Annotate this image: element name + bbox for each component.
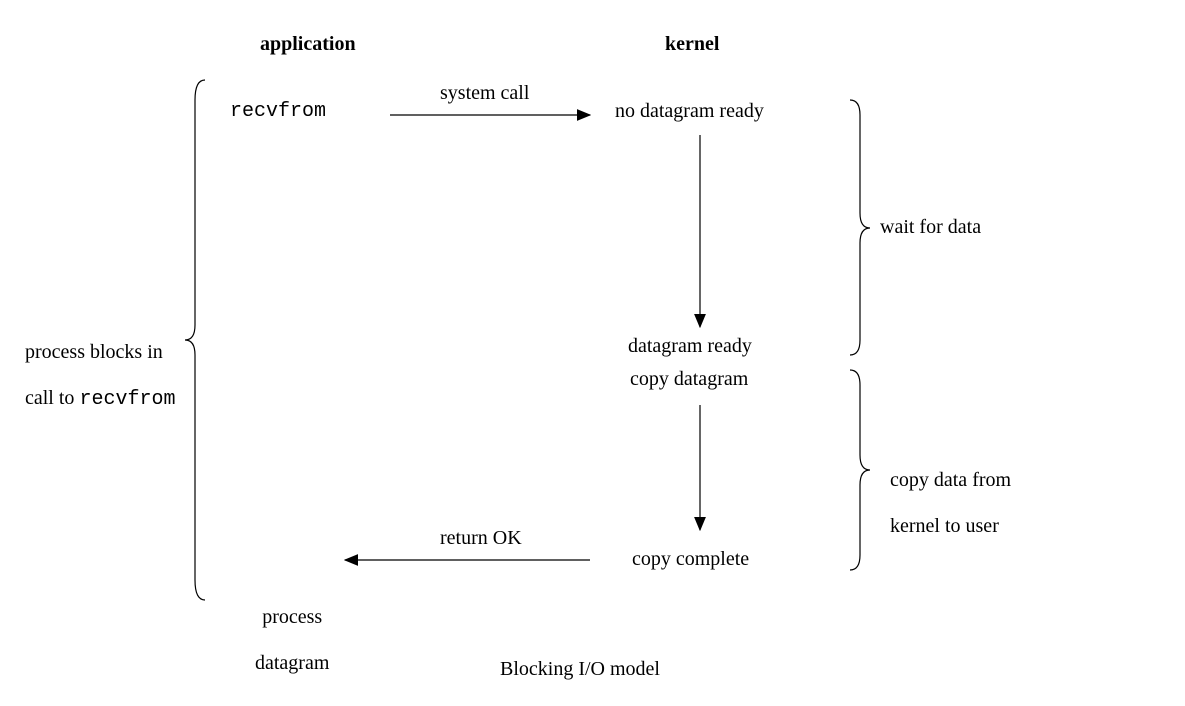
diagram-svg: [0, 0, 1185, 706]
right-brace-copy-line2: kernel to user: [890, 515, 999, 537]
header-kernel: kernel: [665, 33, 719, 56]
header-application: application: [260, 33, 356, 56]
left-brace-line1: process blocks in: [25, 341, 163, 363]
process-line2: datagram: [255, 652, 329, 674]
diagram-caption: Blocking I/O model: [500, 658, 660, 681]
text-copy-datagram: copy datagram: [630, 368, 748, 391]
arrow-label-system-call: system call: [440, 82, 529, 105]
left-brace: [185, 80, 205, 600]
left-brace-line2-prefix: call to: [25, 387, 79, 409]
right-brace-copy-text: copy data from kernel to user: [880, 446, 1011, 538]
right-brace-copy-line1: copy data from: [890, 469, 1011, 491]
right-brace-wait-text: wait for data: [880, 216, 981, 239]
text-datagram-ready: datagram ready: [628, 335, 752, 358]
text-process-datagram: process datagram: [245, 583, 329, 675]
left-brace-text: process blocks in call to recvfrom: [15, 318, 175, 411]
text-no-datagram: no datagram ready: [615, 100, 764, 123]
right-brace-wait: [850, 100, 870, 355]
arrow-label-return-ok: return OK: [440, 527, 522, 550]
text-copy-complete: copy complete: [632, 548, 749, 571]
right-brace-copy: [850, 370, 870, 570]
left-brace-line2-mono: recvfrom: [79, 388, 175, 411]
text-recvfrom: recvfrom: [230, 100, 326, 123]
process-line1: process: [262, 606, 322, 628]
